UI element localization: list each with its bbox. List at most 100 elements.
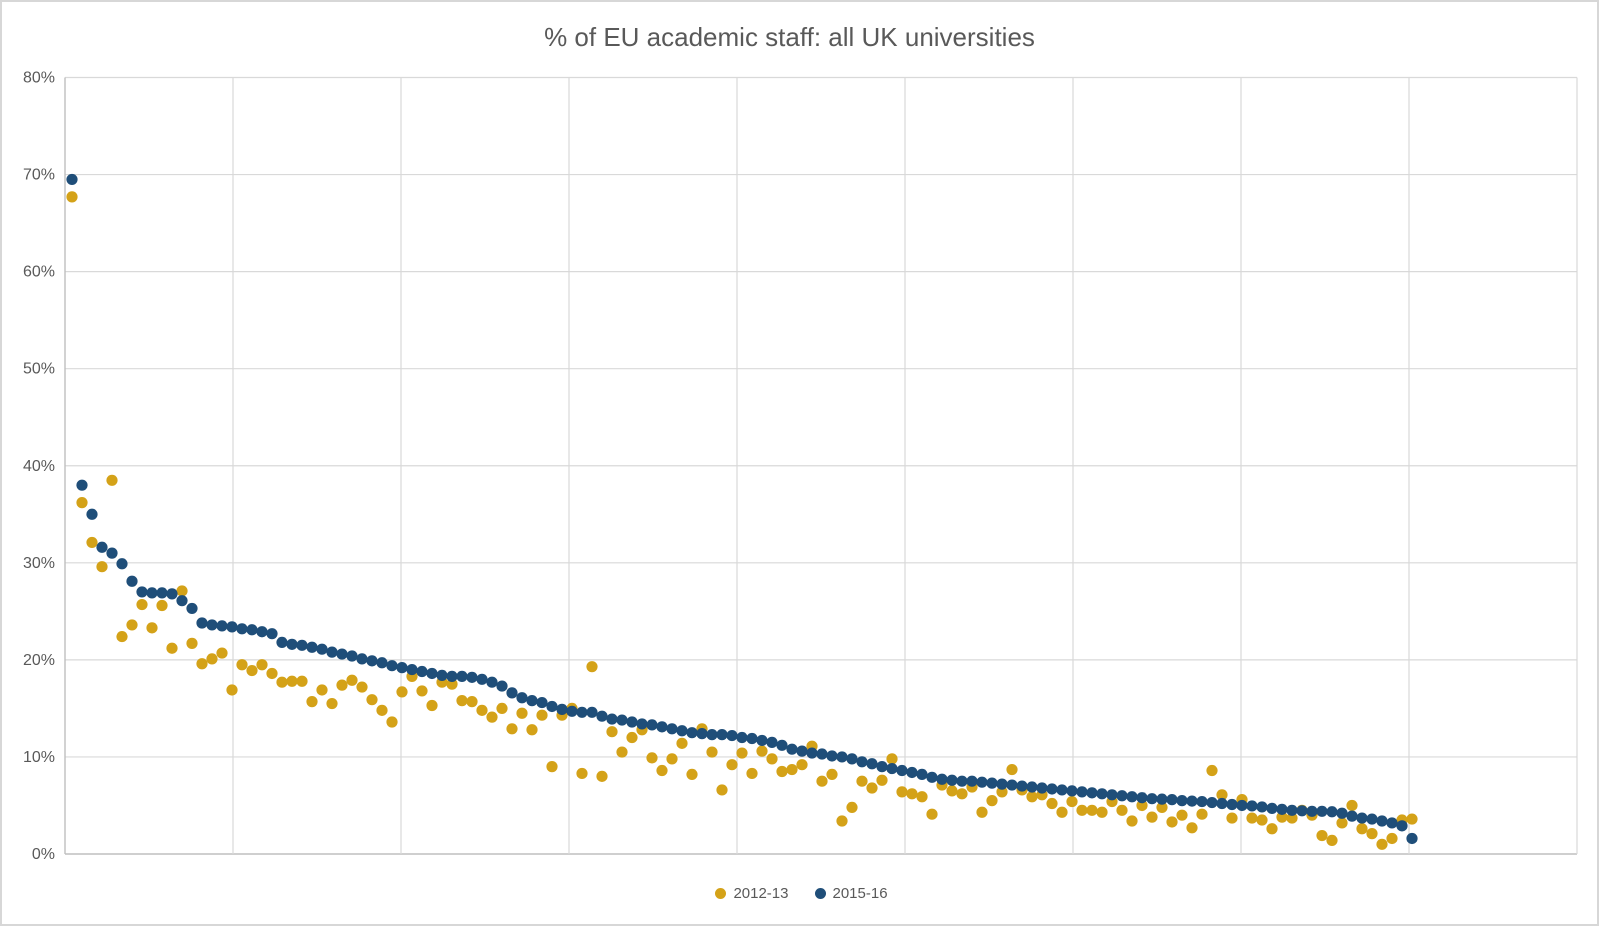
data-point-2015-16 bbox=[266, 628, 278, 640]
data-point-2015-16 bbox=[946, 774, 958, 786]
data-point-2015-16 bbox=[866, 758, 878, 770]
data-point-2012-13 bbox=[646, 752, 658, 764]
data-point-2015-16 bbox=[306, 641, 318, 653]
data-point-2015-16 bbox=[456, 670, 468, 682]
legend-marker-2012-13-icon bbox=[715, 888, 727, 899]
data-point-2012-13 bbox=[296, 675, 308, 687]
data-point-2012-13 bbox=[496, 702, 508, 715]
data-point-2012-13 bbox=[956, 788, 968, 800]
data-point-2012-13 bbox=[1326, 834, 1338, 847]
data-point-2012-13 bbox=[1086, 804, 1098, 816]
data-point-2012-13 bbox=[846, 801, 858, 814]
data-point-2012-13 bbox=[1166, 816, 1178, 828]
data-point-2015-16 bbox=[1336, 807, 1348, 819]
data-point-2012-13 bbox=[226, 684, 238, 696]
data-point-2015-16 bbox=[516, 692, 528, 704]
data-point-2015-16 bbox=[816, 748, 828, 760]
data-point-2012-13 bbox=[466, 696, 478, 708]
data-point-2015-16 bbox=[926, 771, 938, 783]
data-point-2012-13 bbox=[166, 642, 178, 654]
data-point-2012-13 bbox=[396, 686, 408, 698]
data-point-2015-16 bbox=[1386, 817, 1398, 829]
data-point-2015-16 bbox=[986, 777, 998, 789]
data-point-2015-16 bbox=[836, 751, 848, 763]
data-point-2012-13 bbox=[1046, 797, 1058, 810]
data-point-2015-16 bbox=[376, 657, 388, 669]
data-point-2015-16 bbox=[706, 729, 718, 741]
data-point-2015-16 bbox=[1206, 796, 1218, 809]
data-point-2015-16 bbox=[96, 541, 108, 553]
data-point-2012-13 bbox=[576, 767, 588, 780]
data-point-2015-16 bbox=[176, 595, 188, 607]
data-point-2012-13 bbox=[126, 619, 138, 631]
data-point-2015-16 bbox=[736, 731, 748, 744]
data-point-2015-16 bbox=[526, 695, 538, 707]
data-point-2012-13 bbox=[926, 808, 938, 820]
data-point-2015-16 bbox=[1296, 805, 1308, 817]
data-point-2012-13 bbox=[1316, 829, 1328, 842]
data-point-2015-16 bbox=[496, 680, 508, 692]
data-point-2015-16 bbox=[86, 508, 98, 520]
data-point-2015-16 bbox=[1036, 782, 1048, 794]
data-point-2015-16 bbox=[396, 662, 408, 674]
data-point-2015-16 bbox=[1026, 781, 1038, 793]
data-point-2015-16 bbox=[636, 718, 648, 730]
data-point-2015-16 bbox=[166, 588, 178, 600]
data-point-2015-16 bbox=[1316, 805, 1328, 817]
data-point-2015-16 bbox=[436, 669, 448, 682]
data-point-2012-13 bbox=[1246, 812, 1258, 824]
data-point-2015-16 bbox=[126, 575, 138, 587]
data-point-2015-16 bbox=[1286, 804, 1298, 816]
data-point-2015-16 bbox=[226, 621, 238, 633]
data-point-2012-13 bbox=[306, 696, 318, 708]
data-point-2012-13 bbox=[1376, 838, 1388, 850]
data-point-2012-13 bbox=[856, 775, 868, 787]
data-point-2012-13 bbox=[756, 745, 768, 757]
data-point-2015-16 bbox=[796, 745, 808, 757]
data-point-2015-16 bbox=[936, 773, 948, 785]
data-point-2012-13 bbox=[976, 806, 988, 818]
data-point-2012-13 bbox=[256, 659, 268, 671]
data-point-2015-16 bbox=[846, 753, 858, 765]
data-point-2012-13 bbox=[606, 726, 618, 738]
data-point-2015-16 bbox=[596, 710, 608, 722]
data-point-2012-13 bbox=[906, 788, 918, 800]
data-point-2012-13 bbox=[1196, 808, 1208, 820]
data-point-2015-16 bbox=[916, 768, 928, 781]
data-point-2012-13 bbox=[1096, 806, 1108, 818]
data-point-2012-13 bbox=[236, 659, 248, 671]
data-point-2015-16 bbox=[66, 173, 78, 186]
data-point-2015-16 bbox=[656, 721, 668, 733]
data-point-2015-16 bbox=[286, 638, 298, 650]
data-point-2015-16 bbox=[246, 624, 258, 636]
data-point-2012-13 bbox=[676, 737, 688, 749]
data-point-2015-16 bbox=[366, 655, 378, 667]
data-point-2015-16 bbox=[756, 734, 768, 747]
data-point-2012-13 bbox=[626, 731, 638, 744]
data-point-2012-13 bbox=[346, 674, 358, 686]
data-point-2012-13 bbox=[426, 699, 438, 712]
data-point-2012-13 bbox=[916, 791, 928, 803]
data-point-2012-13 bbox=[376, 704, 388, 716]
data-point-2012-13 bbox=[816, 775, 828, 787]
data-point-2015-16 bbox=[146, 587, 158, 599]
y-axis-tick-label: 80% bbox=[23, 70, 55, 87]
data-point-2015-16 bbox=[156, 587, 168, 599]
data-point-2015-16 bbox=[616, 714, 628, 726]
data-point-2012-13 bbox=[866, 782, 878, 794]
data-point-2015-16 bbox=[1396, 820, 1408, 832]
data-point-2012-13 bbox=[1186, 822, 1198, 834]
data-point-2015-16 bbox=[206, 619, 218, 631]
data-point-2012-13 bbox=[1286, 812, 1298, 824]
data-point-2015-16 bbox=[1216, 797, 1228, 810]
data-point-2012-13 bbox=[286, 675, 298, 687]
data-point-2012-13 bbox=[616, 746, 628, 758]
chart-title: % of EU academic staff: all UK universit… bbox=[544, 22, 1035, 52]
data-point-2012-13 bbox=[1116, 804, 1128, 816]
data-point-2012-13 bbox=[456, 695, 468, 707]
data-point-2015-16 bbox=[1136, 792, 1148, 804]
data-point-2012-13 bbox=[156, 599, 168, 612]
data-point-2012-13 bbox=[596, 770, 608, 782]
